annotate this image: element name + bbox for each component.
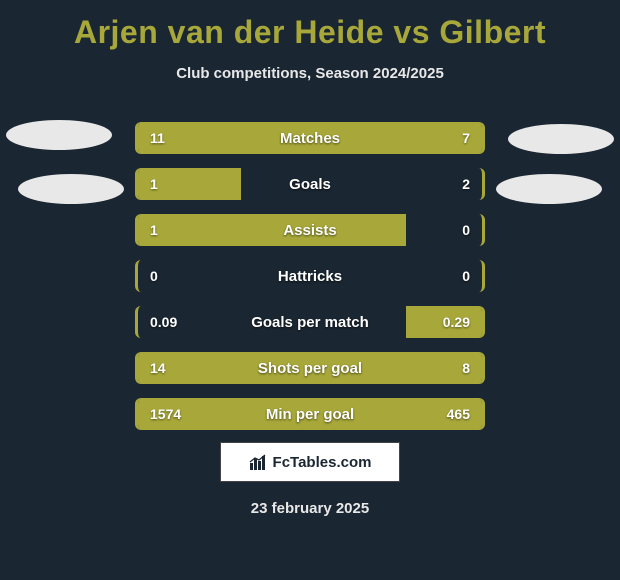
chart-icon — [249, 453, 267, 471]
stat-label: Shots per goal — [138, 352, 482, 384]
stat-row: 14 8Shots per goal — [135, 352, 485, 384]
page-title: Arjen van der Heide vs Gilbert — [0, 0, 620, 51]
stat-label: Goals — [138, 168, 482, 200]
value-left: 1 — [150, 168, 158, 200]
date-label: 23 february 2025 — [0, 500, 620, 517]
stat-label: Matches — [138, 122, 482, 154]
stat-label: Assists — [138, 214, 482, 246]
stat-row: 11 7Matches — [135, 122, 485, 154]
value-right: 465 — [447, 398, 470, 430]
player-left-ellipse-2 — [18, 174, 124, 204]
value-left: 14 — [150, 352, 166, 384]
stat-row: 1 2Goals — [135, 168, 485, 200]
player-right-ellipse-2 — [496, 174, 602, 204]
value-right: 0.29 — [443, 306, 470, 338]
stat-row: 1574 465Min per goal — [135, 398, 485, 430]
stat-label: Hattricks — [138, 260, 482, 292]
value-left: 0 — [150, 260, 158, 292]
value-right: 7 — [462, 122, 470, 154]
stat-label: Min per goal — [138, 398, 482, 430]
value-left: 0.09 — [150, 306, 177, 338]
stat-label: Goals per match — [138, 306, 482, 338]
value-right: 8 — [462, 352, 470, 384]
value-left: 1 — [150, 214, 158, 246]
subtitle: Club competitions, Season 2024/2025 — [0, 65, 620, 82]
stat-row: 0 0Hattricks — [135, 260, 485, 292]
stat-row: 0.09 0.29Goals per match — [135, 306, 485, 338]
player-right-ellipse-1 — [508, 124, 614, 154]
stat-row: 1 0Assists — [135, 214, 485, 246]
value-right: 0 — [462, 260, 470, 292]
value-left: 1574 — [150, 398, 181, 430]
player-left-ellipse-1 — [6, 120, 112, 150]
value-right: 2 — [462, 168, 470, 200]
branding-badge: FcTables.com — [220, 442, 400, 482]
comparison-chart: 117Matches12Goals10Assists00Hattricks0.0… — [135, 122, 485, 444]
value-right: 0 — [462, 214, 470, 246]
branding-text: FcTables.com — [273, 454, 372, 471]
value-left: 11 — [150, 122, 165, 154]
